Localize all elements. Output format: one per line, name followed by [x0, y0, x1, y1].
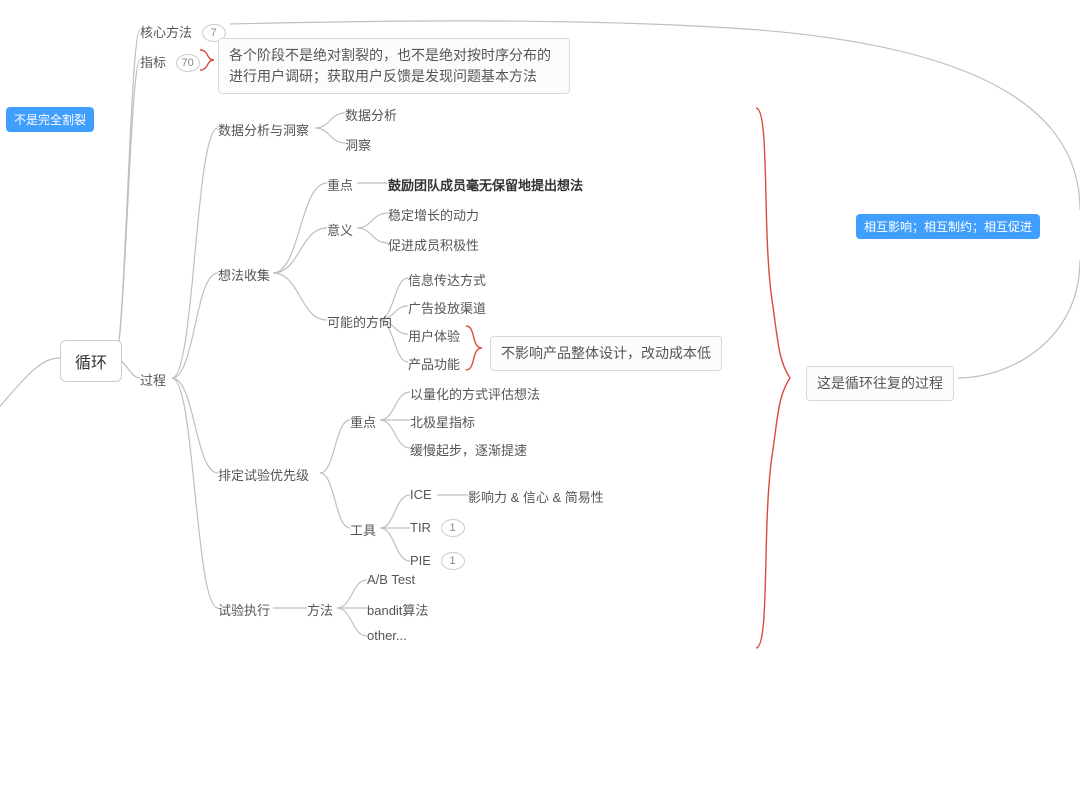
node-label: 工具: [350, 523, 376, 538]
node-pie[interactable]: PIE 1: [410, 553, 465, 571]
node-product-function[interactable]: 产品功能: [408, 354, 460, 373]
node-label: 排定试验优先级: [218, 468, 309, 483]
note-text: 这是循环往复的过程: [817, 375, 943, 391]
root-node-cycle[interactable]: 循环: [60, 340, 122, 382]
node-label: 数据分析与洞察: [218, 123, 309, 138]
node-label: 信息传达方式: [408, 273, 486, 288]
node-label: TIR: [410, 520, 431, 535]
node-ice-detail[interactable]: 影响力 & 信心 & 简易性: [468, 487, 604, 506]
note-line: 各个阶段不是绝对割裂的，也不是绝对按时序分布的: [229, 45, 559, 66]
node-keypoint[interactable]: 重点: [327, 175, 353, 194]
node-process[interactable]: 过程: [140, 370, 166, 389]
node-prioritize-experiments[interactable]: 排定试验优先级: [218, 465, 309, 484]
node-label: 广告投放渠道: [408, 301, 486, 316]
node-label: PIE: [410, 553, 431, 568]
node-tir[interactable]: TIR 1: [410, 520, 465, 538]
node-label: 促进成员积极性: [388, 238, 479, 253]
node-label: 方法: [307, 603, 333, 618]
node-label: A/B Test: [367, 572, 415, 587]
node-label: 可能的方向: [327, 315, 392, 330]
node-label: 数据分析: [345, 108, 397, 123]
badge-count: 70: [176, 54, 200, 72]
node-label: 以量化的方式评估想法: [410, 387, 540, 402]
note-iterative-process: 这是循环往复的过程: [806, 366, 954, 401]
root-label: 循环: [75, 355, 107, 372]
node-label: ICE: [410, 487, 432, 502]
node-encourage-ideas[interactable]: 鼓励团队成员毫无保留地提出想法: [388, 175, 583, 194]
node-ad-channel[interactable]: 广告投放渠道: [408, 298, 486, 317]
node-label: 鼓励团队成员毫无保留地提出想法: [388, 178, 583, 193]
note-top: 各个阶段不是绝对割裂的，也不是绝对按时序分布的 进行用户调研；获取用户反馈是发现…: [218, 38, 570, 94]
node-meaning[interactable]: 意义: [327, 220, 353, 239]
node-data-analysis-insight[interactable]: 数据分析与洞察: [218, 120, 309, 139]
node-label: 意义: [327, 223, 353, 238]
node-slow-start[interactable]: 缓慢起步，逐渐提速: [410, 440, 527, 459]
badge-count: 1: [441, 519, 465, 537]
node-metrics[interactable]: 指标 70: [140, 52, 200, 73]
node-other[interactable]: other...: [367, 628, 407, 643]
note-text: 不影响产品整体设计，改动成本低: [501, 345, 711, 361]
node-label: 指标: [140, 55, 166, 70]
node-tools[interactable]: 工具: [350, 520, 376, 539]
node-label: 产品功能: [408, 357, 460, 372]
node-label: 北极星指标: [410, 415, 475, 430]
node-label: 重点: [350, 415, 376, 430]
node-ice[interactable]: ICE: [410, 487, 432, 502]
tag-not-completely-split[interactable]: 不是完全割裂: [6, 107, 94, 132]
node-core-method[interactable]: 核心方法 7: [140, 22, 226, 43]
node-data-analysis[interactable]: 数据分析: [345, 105, 397, 124]
node-label: 重点: [327, 178, 353, 193]
node-label: 稳定增长的动力: [388, 208, 479, 223]
node-label: other...: [367, 628, 407, 643]
node-north-star[interactable]: 北极星指标: [410, 412, 475, 431]
node-quantify-eval[interactable]: 以量化的方式评估想法: [410, 384, 540, 403]
node-method[interactable]: 方法: [307, 600, 333, 619]
node-abtest[interactable]: A/B Test: [367, 572, 415, 587]
node-possible-directions[interactable]: 可能的方向: [327, 312, 392, 331]
node-insight[interactable]: 洞察: [345, 135, 371, 154]
note-low-cost: 不影响产品整体设计，改动成本低: [490, 336, 722, 371]
node-user-experience[interactable]: 用户体验: [408, 326, 460, 345]
tag-label: 不是完全割裂: [14, 113, 86, 127]
node-label: 缓慢起步，逐渐提速: [410, 443, 527, 458]
node-label: 想法收集: [218, 268, 270, 283]
node-label: 核心方法: [140, 25, 192, 40]
node-label: 试验执行: [218, 603, 270, 618]
node-bandit[interactable]: bandit算法: [367, 600, 428, 619]
node-run-experiments[interactable]: 试验执行: [218, 600, 270, 619]
mindmap-canvas: { "diagram": { "type": "mindmap", "backg…: [0, 0, 1080, 789]
node-label: 影响力 & 信心 & 简易性: [468, 490, 604, 505]
tag-label: 相互影响；相互制约；相互促进: [864, 220, 1032, 234]
node-label: 用户体验: [408, 329, 460, 344]
node-info-delivery[interactable]: 信息传达方式: [408, 270, 486, 289]
node-idea-collection[interactable]: 想法收集: [218, 265, 270, 284]
node-label: 洞察: [345, 138, 371, 153]
note-line: 进行用户调研；获取用户反馈是发现问题基本方法: [229, 66, 559, 87]
node-stable-growth[interactable]: 稳定增长的动力: [388, 205, 479, 224]
tag-interrelation[interactable]: 相互影响；相互制约；相互促进: [856, 214, 1040, 239]
node-promote-enthusiasm[interactable]: 促进成员积极性: [388, 235, 479, 254]
badge-count: 1: [441, 552, 465, 570]
node-label: bandit算法: [367, 603, 428, 618]
node-label: 过程: [140, 373, 166, 388]
node-keypoint2[interactable]: 重点: [350, 412, 376, 431]
